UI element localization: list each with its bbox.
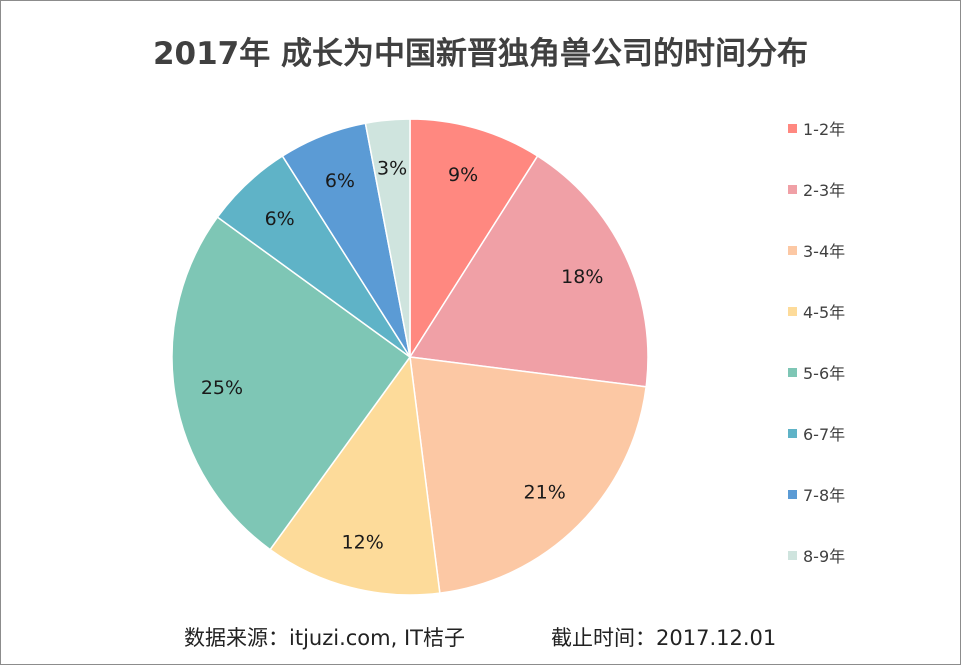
pie-slice-2-3年 — [408, 155, 649, 388]
legend-swatch — [788, 123, 797, 133]
legend-item: 6-7年 — [788, 423, 846, 444]
chart-title: 2017年 成长为中国新晋独角兽公司的时间分布 — [152, 36, 809, 72]
cutoff-date-note: 截止时间：2017.12.01 — [551, 626, 777, 650]
pie-slice-3-4年 — [409, 356, 647, 594]
pie-slice-4-5年 — [269, 355, 441, 596]
legend-swatch — [788, 550, 797, 560]
legend-item: 7-8年 — [788, 484, 846, 505]
legend-label: 2-3年 — [803, 181, 846, 200]
legend-item: 2-3年 — [788, 179, 846, 200]
legend-item: 3-4年 — [788, 240, 846, 261]
pie-slice-label: 12% — [342, 531, 384, 553]
pie-slice-1-2年 — [409, 118, 539, 360]
legend-item: 1-2年 — [788, 118, 846, 139]
legend-swatch — [788, 306, 797, 316]
legend-label: 6-7年 — [803, 425, 846, 444]
data-source-note: 数据来源：itjuzi.com, IT桔子 — [184, 626, 465, 650]
legend-label: 4-5年 — [803, 303, 846, 322]
legend-swatch — [788, 428, 797, 438]
legend-item: 4-5年 — [788, 301, 846, 322]
legend-item: 8-9年 — [788, 545, 846, 566]
pie-slice-label: 6% — [265, 208, 295, 230]
pie-slice-label: 9% — [448, 164, 478, 186]
pie-slice-8-9年 — [364, 118, 411, 358]
legend-label: 8-9年 — [803, 547, 846, 566]
legend-swatch — [788, 184, 797, 194]
pie-slice-label: 18% — [561, 266, 603, 288]
pie-slice-label: 21% — [524, 482, 566, 504]
pie-slice-label: 3% — [377, 157, 407, 179]
legend-swatch — [788, 367, 797, 377]
legend-item: 5-6年 — [788, 362, 846, 383]
legend-swatch — [788, 245, 797, 255]
pie-slice-5-6年 — [171, 216, 412, 551]
legend-label: 3-4年 — [803, 242, 846, 261]
legend-label: 1-2年 — [803, 120, 846, 139]
legend-label: 5-6年 — [803, 364, 846, 383]
legend-swatch — [788, 489, 797, 499]
pie-slice-label: 25% — [201, 377, 243, 399]
pie-slice-label: 6% — [325, 170, 355, 192]
legend-label: 7-8年 — [803, 486, 846, 505]
